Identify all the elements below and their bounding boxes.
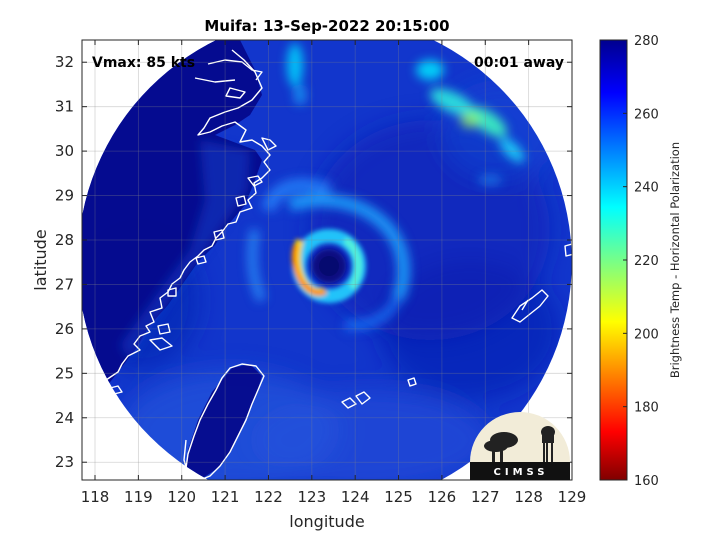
rainband-northeast [287, 43, 525, 185]
colorbar-tick-label: 160 [634, 474, 659, 489]
y-tick-label: 30 [55, 142, 74, 160]
colorbar-tick-label: 240 [634, 181, 659, 196]
colorbar: 160 180 200 220 240 260 280 Brightness Temp - … [599, 34, 682, 489]
land-edge-cooling [120, 140, 250, 360]
colorbar-tick-label: 220 [634, 254, 659, 269]
colorbar-gradient [600, 40, 627, 480]
satellite-dish-icon [484, 432, 518, 462]
colorbar-tick-label: 200 [634, 327, 659, 342]
coastline-china-mainland [82, 49, 271, 401]
y-tick-label: 29 [55, 187, 74, 205]
vmax-label: Vmax: 85 kts [92, 55, 195, 71]
x-tick-label: 118 [81, 488, 110, 506]
water-tower-icon [541, 426, 555, 462]
x-tick-label: 127 [471, 488, 500, 506]
cimss-logo: CIMSS [470, 412, 570, 480]
y-tick-labels: 23 24 25 26 27 28 29 30 31 32 [55, 53, 74, 471]
colorbar-tick-label: 260 [634, 107, 659, 122]
x-tick-label: 122 [254, 488, 283, 506]
y-tick-label: 24 [55, 409, 74, 427]
y-tick-label: 26 [55, 320, 74, 338]
y-tick-label: 31 [55, 98, 74, 116]
coastline-ryukyu-islands [511, 289, 549, 323]
y-tick-label: 25 [55, 364, 74, 382]
map-title: Muifa: 13-Sep-2022 20:15:00 [204, 17, 449, 35]
y-tick-label: 23 [55, 453, 74, 471]
x-tick-label: 128 [514, 488, 543, 506]
eyewall [291, 229, 366, 303]
colorbar-label: Brightness Temp - Horizontal Polarizatio… [668, 142, 682, 378]
coastlines [82, 49, 572, 480]
tick-marks [82, 40, 573, 480]
coastline-taiwan [185, 363, 265, 480]
outer-spiral-band [247, 178, 411, 331]
x-axis-label: longitude [289, 512, 364, 531]
colorbar-tick-label: 180 [634, 401, 659, 416]
storm-eye-core [319, 256, 339, 276]
x-tick-label: 124 [341, 488, 370, 506]
gridlines [82, 40, 572, 480]
x-tick-label: 120 [167, 488, 196, 506]
x-tick-label: 121 [211, 488, 240, 506]
logo-banner [470, 462, 570, 480]
y-tick-label: 28 [55, 231, 74, 249]
y-axis-label: latitude [31, 229, 50, 290]
plot-area [82, 40, 572, 480]
x-tick-label: 123 [298, 488, 327, 506]
x-tick-labels: 118 119 120 121 122 123 124 125 126 127 128 129 [81, 488, 587, 506]
x-tick-label: 129 [558, 488, 587, 506]
colorbar-ticks: 160 180 200 220 240 260 280 [623, 34, 659, 489]
y-tick-label: 32 [55, 53, 74, 71]
x-tick-label: 119 [124, 488, 153, 506]
x-tick-label: 125 [384, 488, 413, 506]
x-tick-label: 126 [428, 488, 457, 506]
colorbar-tick-label: 280 [634, 34, 659, 49]
axes-frame [81, 39, 573, 481]
y-tick-label: 27 [55, 275, 74, 293]
time-away-label: 00:01 away [474, 55, 564, 71]
logo-text: CIMSS [494, 467, 549, 478]
